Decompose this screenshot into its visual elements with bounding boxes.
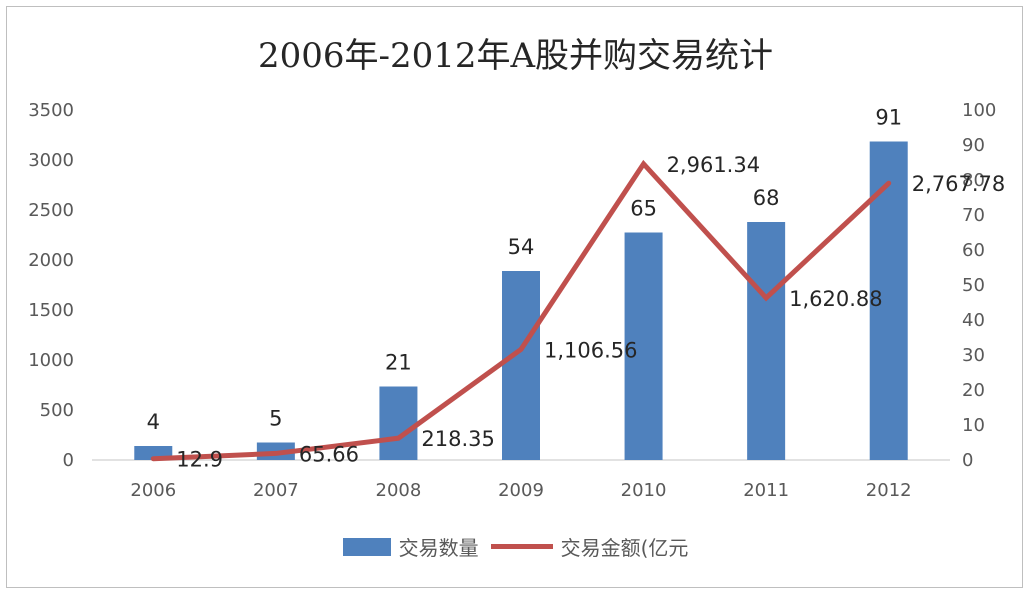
- bar-data-label: 4: [147, 410, 160, 434]
- bar-data-label: 5: [269, 407, 282, 431]
- labels-group: 4 5 21 54 65 68 91 12.9 65.66 218.35 1,106.56 2,961…: [147, 106, 1006, 472]
- line-data-label: 12.9: [176, 448, 223, 472]
- y-left-tick-label: 2000: [28, 250, 74, 271]
- y-right-tick-label: 0: [962, 450, 973, 471]
- y-right-tick-label: 30: [962, 345, 985, 366]
- legend-swatch-line: [490, 544, 553, 549]
- x-tick-label: 2009: [498, 480, 544, 501]
- legend-item-amount: 交易金额(亿元: [490, 532, 689, 561]
- line-data-label: 65.66: [299, 442, 359, 466]
- x-tick-label: 2006: [130, 480, 176, 501]
- y-right-tick-label: 100: [962, 100, 996, 121]
- bar-data-label: 21: [385, 351, 412, 375]
- y-left-tick-label: 1500: [28, 300, 74, 321]
- bar: [747, 222, 786, 460]
- y-right-tick-label: 40: [962, 310, 985, 331]
- y-right-tick-label: 70: [962, 205, 985, 226]
- y-right-tick-label: 90: [962, 135, 985, 156]
- chart-title: 2006年-2012年A股并购交易统计: [257, 36, 774, 76]
- line-data-label: 218.35: [421, 427, 494, 451]
- legend-label-amount: 交易金额(亿元: [560, 536, 689, 560]
- legend-label-count: 交易数量: [398, 536, 479, 560]
- y-right-tick-label: 50: [962, 275, 985, 296]
- y-left-tick-label: 0: [63, 450, 74, 471]
- y-left-tick-label: 3000: [28, 150, 74, 171]
- bar: [502, 271, 540, 460]
- bar: [379, 386, 418, 460]
- x-tick-label: 2008: [376, 480, 422, 501]
- y-left-tick-label: 500: [40, 400, 74, 421]
- legend-item-count: 交易数量: [342, 532, 479, 561]
- line-data-label: 1,620.88: [789, 287, 883, 311]
- bar-data-label: 68: [753, 186, 780, 210]
- line-data-label: 2,961.34: [667, 153, 761, 177]
- line-data-label: 2,767.78: [912, 172, 1006, 196]
- bar-data-label: 54: [508, 235, 535, 259]
- y-right-tick-label: 80: [962, 170, 985, 191]
- line-data-label: 1,106.56: [544, 338, 638, 362]
- y-left-tick-label: 1000: [28, 350, 74, 371]
- x-tick-label: 2007: [253, 480, 299, 501]
- bar-data-label: 65: [630, 197, 657, 221]
- y-left-tick-label: 3500: [28, 100, 74, 121]
- line-group: [150, 159, 892, 462]
- x-tick-label: 2010: [621, 480, 667, 501]
- axes-group: 0 500 1000 1500 2000 2500 3000 3500 0 10 20 30 40 50 6…: [28, 100, 996, 501]
- bars-group: [134, 141, 908, 460]
- legend: 交易数量 交易金额(亿元: [0, 532, 1031, 561]
- y-left-tick-label: 2500: [28, 200, 74, 221]
- y-right-tick-label: 10: [962, 415, 985, 436]
- y-right-tick-label: 20: [962, 380, 985, 401]
- bar: [624, 232, 663, 460]
- bar-data-label: 91: [875, 106, 902, 130]
- y-right-tick-label: 60: [962, 240, 985, 261]
- x-tick-label: 2011: [743, 480, 789, 501]
- x-tick-label: 2012: [866, 480, 912, 501]
- legend-swatch-bar: [342, 537, 391, 556]
